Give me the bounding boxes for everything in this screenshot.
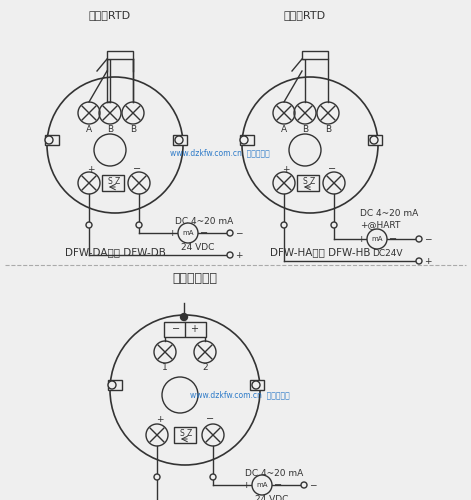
Bar xyxy=(368,135,382,145)
Text: DFW-DA、或 DFW-DB: DFW-DA、或 DFW-DB xyxy=(65,247,165,257)
Text: 热电偶接线图: 热电偶接线图 xyxy=(172,272,218,284)
Text: B: B xyxy=(302,124,308,134)
Text: www.dzkfw.com.cn  电子开发网: www.dzkfw.com.cn 电子开发网 xyxy=(190,390,290,400)
Bar xyxy=(297,175,319,191)
Text: B: B xyxy=(130,124,136,134)
Text: S: S xyxy=(108,176,113,186)
Text: B: B xyxy=(325,124,331,134)
Circle shape xyxy=(252,381,260,389)
Text: +: + xyxy=(357,234,365,244)
Bar xyxy=(102,175,124,191)
Text: −: − xyxy=(424,234,431,244)
Circle shape xyxy=(110,315,260,465)
Circle shape xyxy=(210,474,216,480)
Text: S: S xyxy=(179,428,184,438)
Text: −: − xyxy=(389,234,397,244)
Text: mA: mA xyxy=(182,230,194,236)
Circle shape xyxy=(367,229,387,249)
Text: −: − xyxy=(235,228,243,237)
Text: DC 4~20 mA: DC 4~20 mA xyxy=(245,468,303,477)
Text: 24 VDC: 24 VDC xyxy=(181,244,215,252)
Circle shape xyxy=(227,230,233,236)
Text: −: − xyxy=(206,414,214,424)
Text: mA: mA xyxy=(371,236,383,242)
Text: DC 4~20 mA: DC 4~20 mA xyxy=(175,216,233,226)
Text: 热电阻RTD: 热电阻RTD xyxy=(89,10,131,20)
Bar xyxy=(250,380,264,390)
Text: 1: 1 xyxy=(162,364,168,372)
Circle shape xyxy=(180,314,187,320)
Circle shape xyxy=(289,134,321,166)
Circle shape xyxy=(162,377,198,413)
Circle shape xyxy=(370,136,378,144)
Circle shape xyxy=(45,136,53,144)
Bar xyxy=(45,135,59,145)
Circle shape xyxy=(242,77,378,213)
Text: Z: Z xyxy=(309,176,315,186)
Circle shape xyxy=(240,136,248,144)
Text: A: A xyxy=(281,124,287,134)
Text: −: − xyxy=(172,324,180,334)
Circle shape xyxy=(175,136,183,144)
Circle shape xyxy=(331,222,337,228)
Bar xyxy=(164,322,206,337)
Text: +: + xyxy=(424,256,431,266)
Text: +: + xyxy=(235,250,243,260)
Text: +: + xyxy=(282,164,290,173)
Circle shape xyxy=(416,258,422,264)
Bar xyxy=(174,427,196,443)
Text: Z: Z xyxy=(114,176,120,186)
Circle shape xyxy=(416,236,422,242)
Text: DFW-HA、或 DFW-HB: DFW-HA、或 DFW-HB xyxy=(270,247,370,257)
Text: www.dzkfw.com.cn  电子开发网: www.dzkfw.com.cn 电子开发网 xyxy=(170,148,270,158)
Text: 热电阻RTD: 热电阻RTD xyxy=(284,10,326,20)
Text: +: + xyxy=(87,164,95,173)
Bar xyxy=(240,135,254,145)
Text: +: + xyxy=(242,480,250,490)
Text: −: − xyxy=(200,228,208,238)
Circle shape xyxy=(108,381,116,389)
Circle shape xyxy=(281,222,287,228)
Bar xyxy=(302,51,328,59)
Text: −: − xyxy=(328,164,336,174)
Text: A: A xyxy=(86,124,92,134)
Text: B: B xyxy=(107,124,113,134)
Text: −: − xyxy=(274,480,282,490)
Text: −: − xyxy=(309,480,317,490)
Circle shape xyxy=(86,222,92,228)
Text: S: S xyxy=(303,176,308,186)
Text: DC 4~20 mA
+@HART: DC 4~20 mA +@HART xyxy=(360,210,418,229)
Circle shape xyxy=(47,77,183,213)
Bar xyxy=(173,135,187,145)
Text: 2: 2 xyxy=(202,364,208,372)
Text: +: + xyxy=(168,228,176,237)
Circle shape xyxy=(136,222,142,228)
Bar xyxy=(108,380,122,390)
Circle shape xyxy=(94,134,126,166)
Circle shape xyxy=(154,474,160,480)
Circle shape xyxy=(178,223,198,243)
Circle shape xyxy=(252,475,272,495)
Bar xyxy=(107,51,133,59)
Text: mA: mA xyxy=(256,482,268,488)
Text: +: + xyxy=(190,324,198,334)
Text: DC24V: DC24V xyxy=(372,248,402,258)
Text: 24 VDC: 24 VDC xyxy=(255,496,289,500)
Text: Z: Z xyxy=(187,428,192,438)
Circle shape xyxy=(227,252,233,258)
Text: +: + xyxy=(156,414,164,424)
Text: −: − xyxy=(133,164,141,174)
Circle shape xyxy=(301,482,307,488)
